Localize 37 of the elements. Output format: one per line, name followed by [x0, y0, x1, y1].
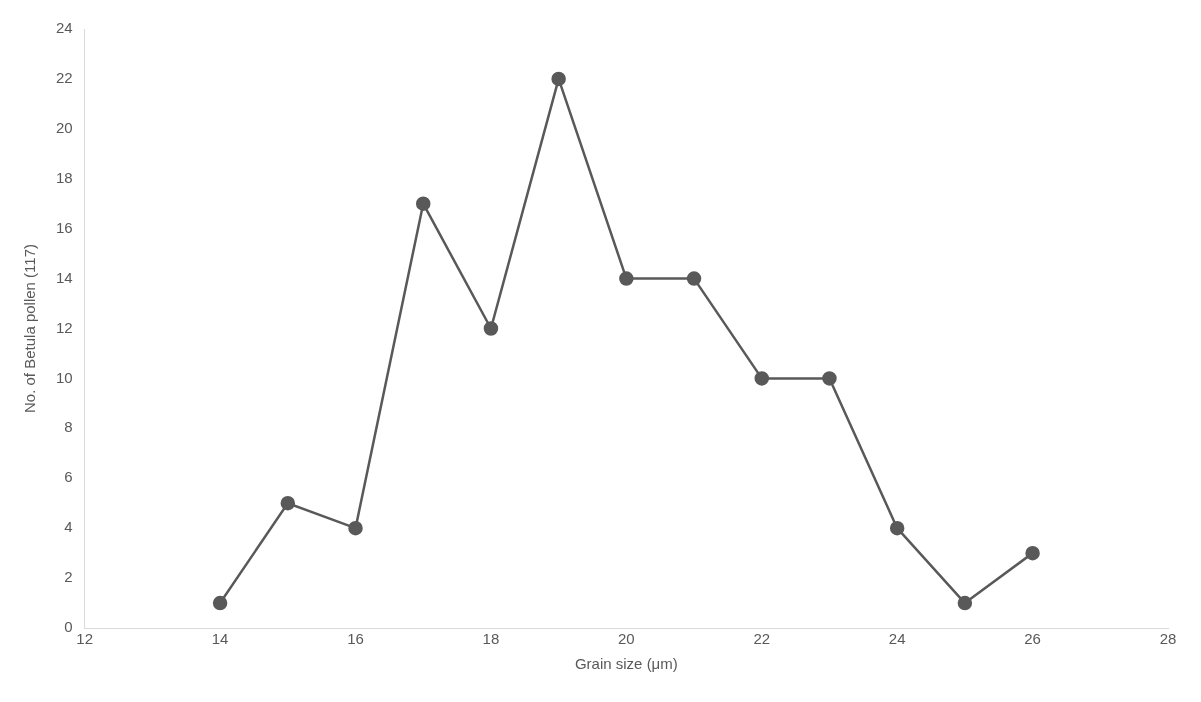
y-tick-label: 0: [64, 618, 73, 636]
x-tick-label: 26: [1024, 630, 1041, 648]
y-tick-label: 22: [56, 69, 73, 87]
x-tick-label: 18: [482, 630, 500, 648]
x-tick-label: 12: [76, 630, 94, 648]
x-tick-label: 16: [347, 630, 364, 648]
x-axis-title: Grain size (μm): [574, 655, 678, 673]
x-tick-label: 28: [1159, 630, 1177, 648]
x-tick-label: 14: [211, 630, 229, 648]
point: [822, 371, 837, 386]
y-tick-label: 18: [56, 168, 73, 186]
y-tick-label: 2: [64, 568, 73, 586]
point: [483, 321, 499, 336]
y-tick-label: 6: [64, 468, 73, 486]
point: [889, 520, 905, 536]
y-axis-title: No. of Betula pollen (117): [21, 244, 39, 413]
y-tick-label: 8: [64, 418, 73, 436]
point: [348, 520, 363, 536]
point: [551, 71, 566, 87]
y-tick-label: 20: [56, 118, 73, 136]
x-tick-label: 24: [888, 630, 906, 648]
y-tick-label: 24: [56, 19, 73, 37]
y-tick-label: 14: [56, 268, 73, 286]
point: [1025, 545, 1040, 561]
x-tick-label: 22: [753, 630, 771, 648]
point: [754, 371, 770, 386]
point: [415, 196, 431, 211]
point: [686, 271, 702, 286]
y-tick-label: 16: [56, 218, 73, 236]
point: [619, 271, 634, 286]
x-tick-label: 20: [618, 630, 635, 648]
point: [212, 595, 228, 611]
point: [957, 595, 973, 611]
point: [280, 495, 296, 511]
y-tick-label: 4: [64, 518, 73, 536]
y-tick-label: 12: [56, 318, 73, 336]
y-tick-label: 10: [56, 368, 73, 386]
